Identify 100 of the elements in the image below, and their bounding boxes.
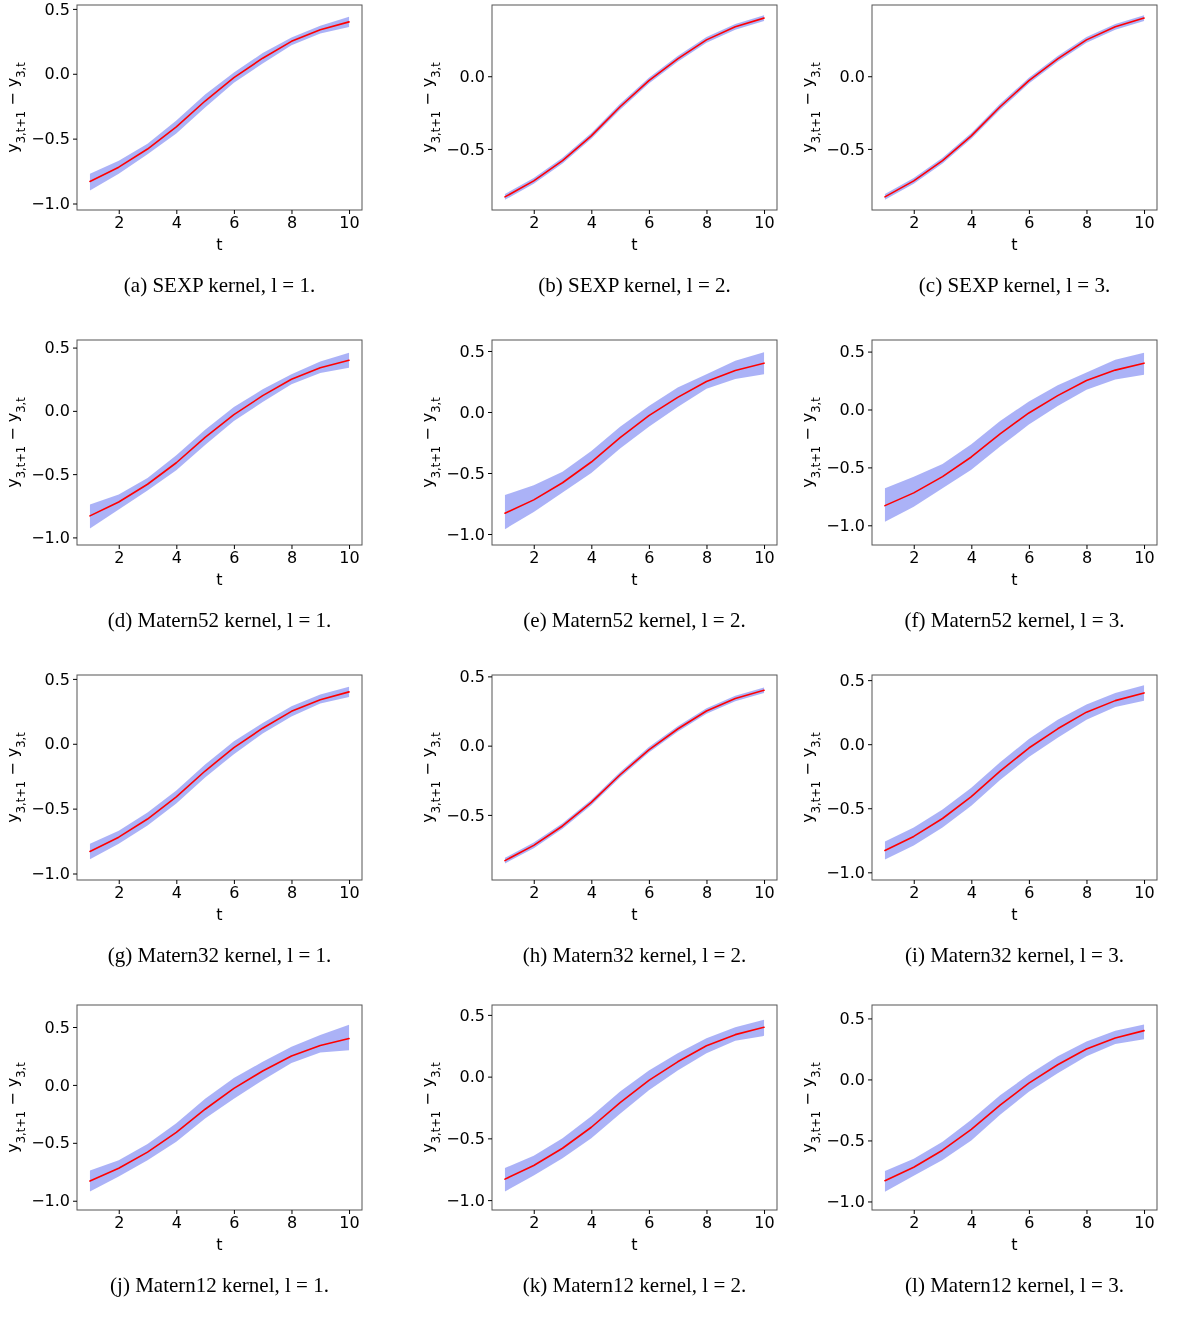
y-tick-label: −0.5 <box>826 798 865 818</box>
y-tick-label: −0.5 <box>31 464 70 484</box>
text: (d) Matern52 kernel, l = 1. <box>107 608 332 632</box>
y-tick-label: −0.5 <box>31 129 70 149</box>
y-tick-label: 0.5 <box>44 1017 70 1037</box>
text: (k) Matern12 kernel, l = 2. <box>522 1273 747 1297</box>
text: (i) Matern32 kernel, l = 3. <box>905 943 1124 967</box>
text: (a) SEXP kernel, l = 1. <box>123 273 316 297</box>
x-tick-label: 4 <box>966 548 977 568</box>
x-tick-label: 8 <box>701 548 713 568</box>
y-tick-label: −0.5 <box>446 139 485 159</box>
x-tick-label: 6 <box>1024 213 1035 233</box>
x-tick-label: 8 <box>1081 548 1093 568</box>
x-axis-title: t <box>216 1235 223 1254</box>
y-tick-label: −1.0 <box>826 1192 865 1212</box>
y-tick-label: 0.0 <box>44 1075 70 1095</box>
x-axis-title: t <box>631 1235 638 1254</box>
x-tick-label: 2 <box>909 1213 920 1233</box>
y-tick-label: −0.5 <box>826 458 865 478</box>
x-tick-label: 2 <box>114 1213 125 1233</box>
y-tick-label: 0.5 <box>839 1009 865 1029</box>
x-axis-title: t <box>631 570 638 589</box>
x-axis-title: t <box>216 235 223 254</box>
y-tick-label: −1.0 <box>31 1191 70 1211</box>
x-axis-title: t <box>631 905 638 924</box>
x-axis-title: t <box>1011 905 1018 924</box>
y-tick-label: −1.0 <box>826 515 865 535</box>
x-tick-label: 2 <box>114 883 125 903</box>
y-tick-label: 0.0 <box>44 734 70 754</box>
x-tick-label: 8 <box>286 1213 298 1233</box>
y-tick-label: 0.0 <box>839 66 865 86</box>
x-tick-label: 4 <box>966 1213 977 1233</box>
x-tick-label: 6 <box>644 883 655 903</box>
y-tick-label: −1.0 <box>826 862 865 882</box>
y-tick-label: −0.5 <box>446 463 485 483</box>
x-tick-label: 8 <box>286 548 298 568</box>
y-tick-label: 0.5 <box>44 669 70 689</box>
x-tick-label: 2 <box>529 548 540 568</box>
y-tick-label: −1.0 <box>31 194 70 214</box>
y-tick-label: 0.5 <box>459 1005 485 1025</box>
x-tick-label: 6 <box>229 213 240 233</box>
x-tick-label: 6 <box>1024 883 1035 903</box>
y-tick-label: −0.5 <box>826 1131 865 1151</box>
x-tick-label: 10 <box>754 1213 775 1233</box>
y-tick-label: −0.5 <box>826 139 865 159</box>
y-tick-label: 0.5 <box>839 670 865 690</box>
x-tick-label: 4 <box>586 548 597 568</box>
y-tick-label: −1.0 <box>31 864 70 884</box>
x-axis-title: t <box>216 570 223 589</box>
text: (l) Matern12 kernel, l = 3. <box>905 1273 1124 1297</box>
y-tick-label: 0.0 <box>459 736 485 756</box>
y-tick-label: 0.0 <box>44 401 70 421</box>
text: (j) Matern12 kernel, l = 1. <box>110 1273 329 1297</box>
x-tick-label: 4 <box>171 1213 182 1233</box>
x-tick-label: 2 <box>909 883 920 903</box>
y-tick-label: 0.0 <box>459 66 485 86</box>
x-tick-label: 8 <box>1081 213 1093 233</box>
text: (f) Matern52 kernel, l = 3. <box>904 608 1125 632</box>
x-tick-label: 4 <box>586 883 597 903</box>
x-tick-label: 10 <box>1134 883 1155 903</box>
x-tick-label: 4 <box>586 1213 597 1233</box>
y-tick-label: 0.0 <box>839 1070 865 1090</box>
x-tick-label: 4 <box>171 883 182 903</box>
x-tick-label: 6 <box>644 1213 655 1233</box>
y-tick-label: −0.5 <box>31 1133 70 1153</box>
x-tick-label: 6 <box>1024 1213 1035 1233</box>
x-tick-label: 2 <box>529 1213 540 1233</box>
x-tick-label: 2 <box>114 213 125 233</box>
x-tick-label: 4 <box>966 213 977 233</box>
x-tick-label: 10 <box>1134 1213 1155 1233</box>
x-tick-label: 6 <box>644 548 655 568</box>
x-tick-label: 6 <box>644 213 655 233</box>
x-tick-label: 8 <box>286 213 298 233</box>
x-axis-title: t <box>1011 1235 1018 1254</box>
x-tick-label: 10 <box>754 213 775 233</box>
x-tick-label: 10 <box>754 883 775 903</box>
y-tick-label: −0.5 <box>31 799 70 819</box>
y-tick-label: −1.0 <box>31 528 70 548</box>
x-tick-label: 6 <box>229 1213 240 1233</box>
y-tick-label: 0.5 <box>44 338 70 358</box>
y-tick-label: 0.5 <box>44 0 70 19</box>
x-tick-label: 2 <box>909 213 920 233</box>
x-tick-label: 10 <box>339 213 360 233</box>
text: (c) SEXP kernel, l = 3. <box>918 273 1111 297</box>
y-tick-label: 0.0 <box>839 734 865 754</box>
x-tick-label: 8 <box>701 1213 713 1233</box>
x-tick-label: 8 <box>1081 883 1093 903</box>
x-axis-title: t <box>216 905 223 924</box>
text: (e) Matern52 kernel, l = 2. <box>523 608 746 632</box>
x-tick-label: 2 <box>114 548 125 568</box>
y-tick-label: 0.0 <box>459 1067 485 1087</box>
y-tick-label: 0.0 <box>839 400 865 420</box>
x-tick-label: 4 <box>171 213 182 233</box>
x-tick-label: 6 <box>229 548 240 568</box>
text: (g) Matern32 kernel, l = 1. <box>107 943 332 967</box>
x-tick-label: 2 <box>909 548 920 568</box>
x-tick-label: 4 <box>586 213 597 233</box>
y-tick-label: −1.0 <box>446 1190 485 1210</box>
y-tick-label: −0.5 <box>446 805 485 825</box>
x-tick-label: 2 <box>529 213 540 233</box>
